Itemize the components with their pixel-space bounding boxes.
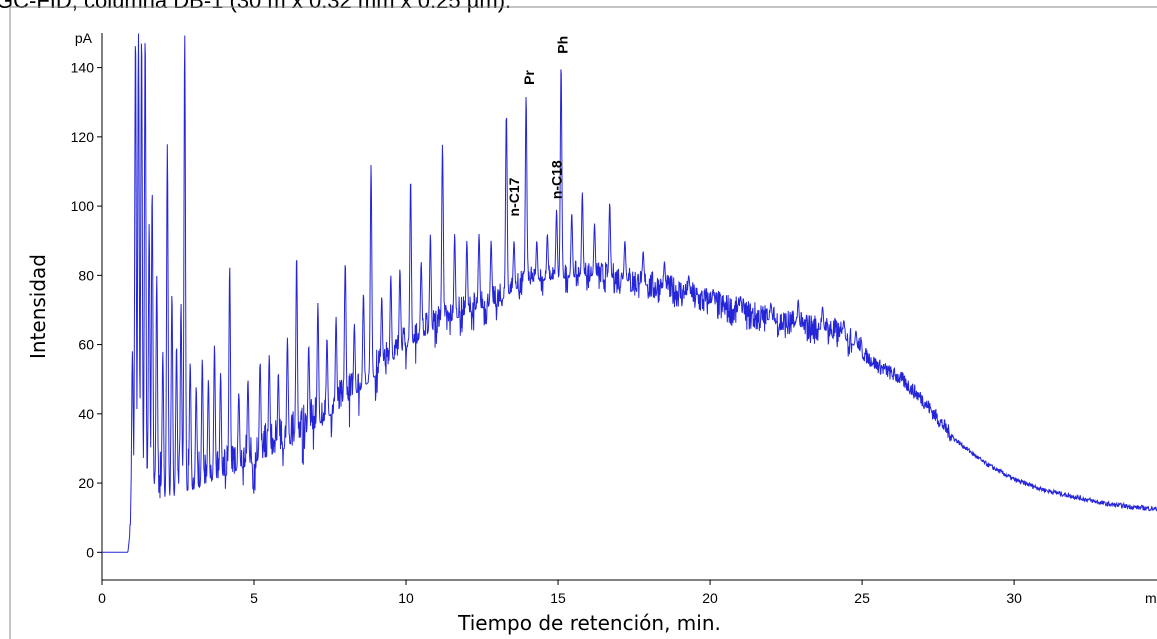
y-tick-label: 120 xyxy=(71,129,95,145)
y-tick-label: 0 xyxy=(86,544,94,560)
x-axis-title: Tiempo de retención, min. xyxy=(457,611,721,635)
axis-labels: 0 20 40 60 80 100 120 140 0 5 10 15 20 25 30 pA min Tiemp… xyxy=(26,30,1157,635)
x-tick-label: 5 xyxy=(250,590,258,606)
x-tick-label: 25 xyxy=(854,590,870,606)
y-tick-label: 80 xyxy=(78,267,94,283)
y-tick-label: 140 xyxy=(71,60,95,76)
series-layer xyxy=(102,33,1157,553)
y-tick-label: 20 xyxy=(78,475,94,491)
peak-label-pr: Pr xyxy=(521,70,537,85)
chromatogram-trace xyxy=(102,33,1157,553)
y-tick-label: 60 xyxy=(78,337,94,353)
plot-frame xyxy=(9,6,1157,639)
peak-label-n-c18: n-C18 xyxy=(549,160,565,199)
x-tick-label: 0 xyxy=(98,590,106,606)
y-tick-label: 40 xyxy=(78,406,94,422)
y-tick-label: 100 xyxy=(71,198,95,214)
y-unit-label: pA xyxy=(75,30,93,46)
x-tick-label: 30 xyxy=(1006,590,1022,606)
x-tick-label: 20 xyxy=(702,590,718,606)
x-tick-label: 10 xyxy=(398,590,414,606)
axes xyxy=(97,33,1157,585)
x-tick-label: 15 xyxy=(550,590,566,606)
peak-label-ph: Ph xyxy=(555,36,571,54)
x-unit-label: min xyxy=(1145,590,1157,606)
peak-annotations: n-C17 Pr n-C18 Ph xyxy=(506,36,571,217)
peak-label-n-c17: n-C17 xyxy=(506,177,522,216)
y-axis-title: Intensidad xyxy=(26,254,50,359)
